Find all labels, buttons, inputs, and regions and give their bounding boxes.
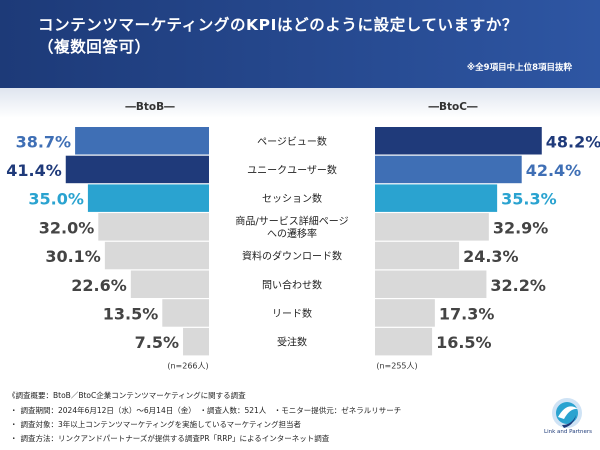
category-label: への遷移率 [267,227,317,240]
category-label: リード数 [272,307,312,320]
btob-bar [162,299,209,327]
btoc-bar [375,327,433,356]
survey-target-text: 調査対象：3年以上コンテンツマーケティングを実施しているマーケティング担当者 [20,420,302,429]
btob-bar [65,155,209,184]
company-logo-text: Link and Partners [544,429,592,435]
survey-period-text: 調査期間：2024年6月12日（水）〜6月14日（金） ・調査人数：521人 ・… [20,406,402,415]
btob-sample-size: (n=266人) [167,362,208,371]
btoc-value-label: 48.2% [546,132,600,151]
btoc-value-label: 35.3% [501,190,557,209]
btoc-value-label: 17.3% [439,304,495,323]
survey-period: ・調査期間：2024年6月12日（水）〜6月14日（金） ・調査人数：521人 … [10,405,401,416]
btoc-bar [375,155,522,184]
btob-bar [98,213,209,241]
btob-bar [87,184,209,212]
survey-method: ・調査方法：リンクアンドパートナーズが提供する調査PR「RRP」によるインターネ… [10,433,329,444]
bullet: ・ [10,420,18,429]
header-note: ※全9項目中上位8項目抜粋 [466,63,572,73]
btob-value-label: 38.7% [16,132,72,151]
btob-value-label: 7.5% [135,333,179,352]
btob-bar [104,241,209,270]
btoc-bar [375,184,498,212]
category-label: 商品/サービス詳細ページ [235,215,348,228]
btoc-value-label: 42.4% [526,161,582,180]
title-line-1: コンテンツマーケティングのKPIはどのように設定していますか？ [38,16,519,34]
page-title: コンテンツマーケティングのKPIはどのように設定していますか？ （複数回答可） [38,14,578,58]
btob-value-label: 32.0% [39,218,95,237]
category-label: ユニークユーザー数 [247,163,337,176]
category-label: 資料のダウンロード数 [242,250,342,263]
btob-value-label: 41.4% [6,161,62,180]
btoc-bar [375,270,487,298]
btob-value-label: 35.0% [28,190,84,209]
survey-method-text: 調査方法：リンクアンドパートナーズが提供する調査PR「RRP」によるインターネッ… [20,434,330,443]
survey-source: 《調査概要：BtoB／BtoC企業コンテンツマーケティングに関する調査 [8,391,246,400]
btoc-value-label: 16.5% [436,333,492,352]
btoc-value-label: 24.3% [463,247,519,266]
btoc-value-label: 32.2% [490,276,546,295]
btob-group-label: ―BtoB― [125,101,175,113]
btob-bar [130,270,209,298]
category-label: 問い合わせ数 [262,278,322,291]
btoc-bar [375,241,460,270]
survey-target: ・調査対象：3年以上コンテンツマーケティングを実施しているマーケティング担当者 [10,419,301,430]
btob-value-label: 22.6% [71,276,127,295]
category-label: 受注数 [277,336,307,349]
header-banner: コンテンツマーケティングのKPIはどのように設定していますか？ （複数回答可） … [0,0,600,88]
btob-bar [183,327,209,356]
bullet: ・ [10,406,18,415]
btob-value-label: 13.5% [103,304,159,323]
btoc-bar [375,299,435,327]
btoc-group-label: ―BtoC― [428,101,478,113]
company-logo-icon [552,398,582,428]
btoc-bar [375,213,489,241]
btob-value-label: 30.1% [45,247,101,266]
category-label: ページビュー数 [257,135,327,148]
btob-bar [75,127,210,155]
btoc-sample-size: (n=255人) [376,362,417,371]
header-fade [0,88,600,118]
btoc-value-label: 32.9% [493,218,549,237]
bullet: ・ [10,434,18,443]
title-line-2: （複数回答可） [38,38,151,56]
category-label: セッション数 [262,192,322,205]
btoc-bar [375,127,542,155]
